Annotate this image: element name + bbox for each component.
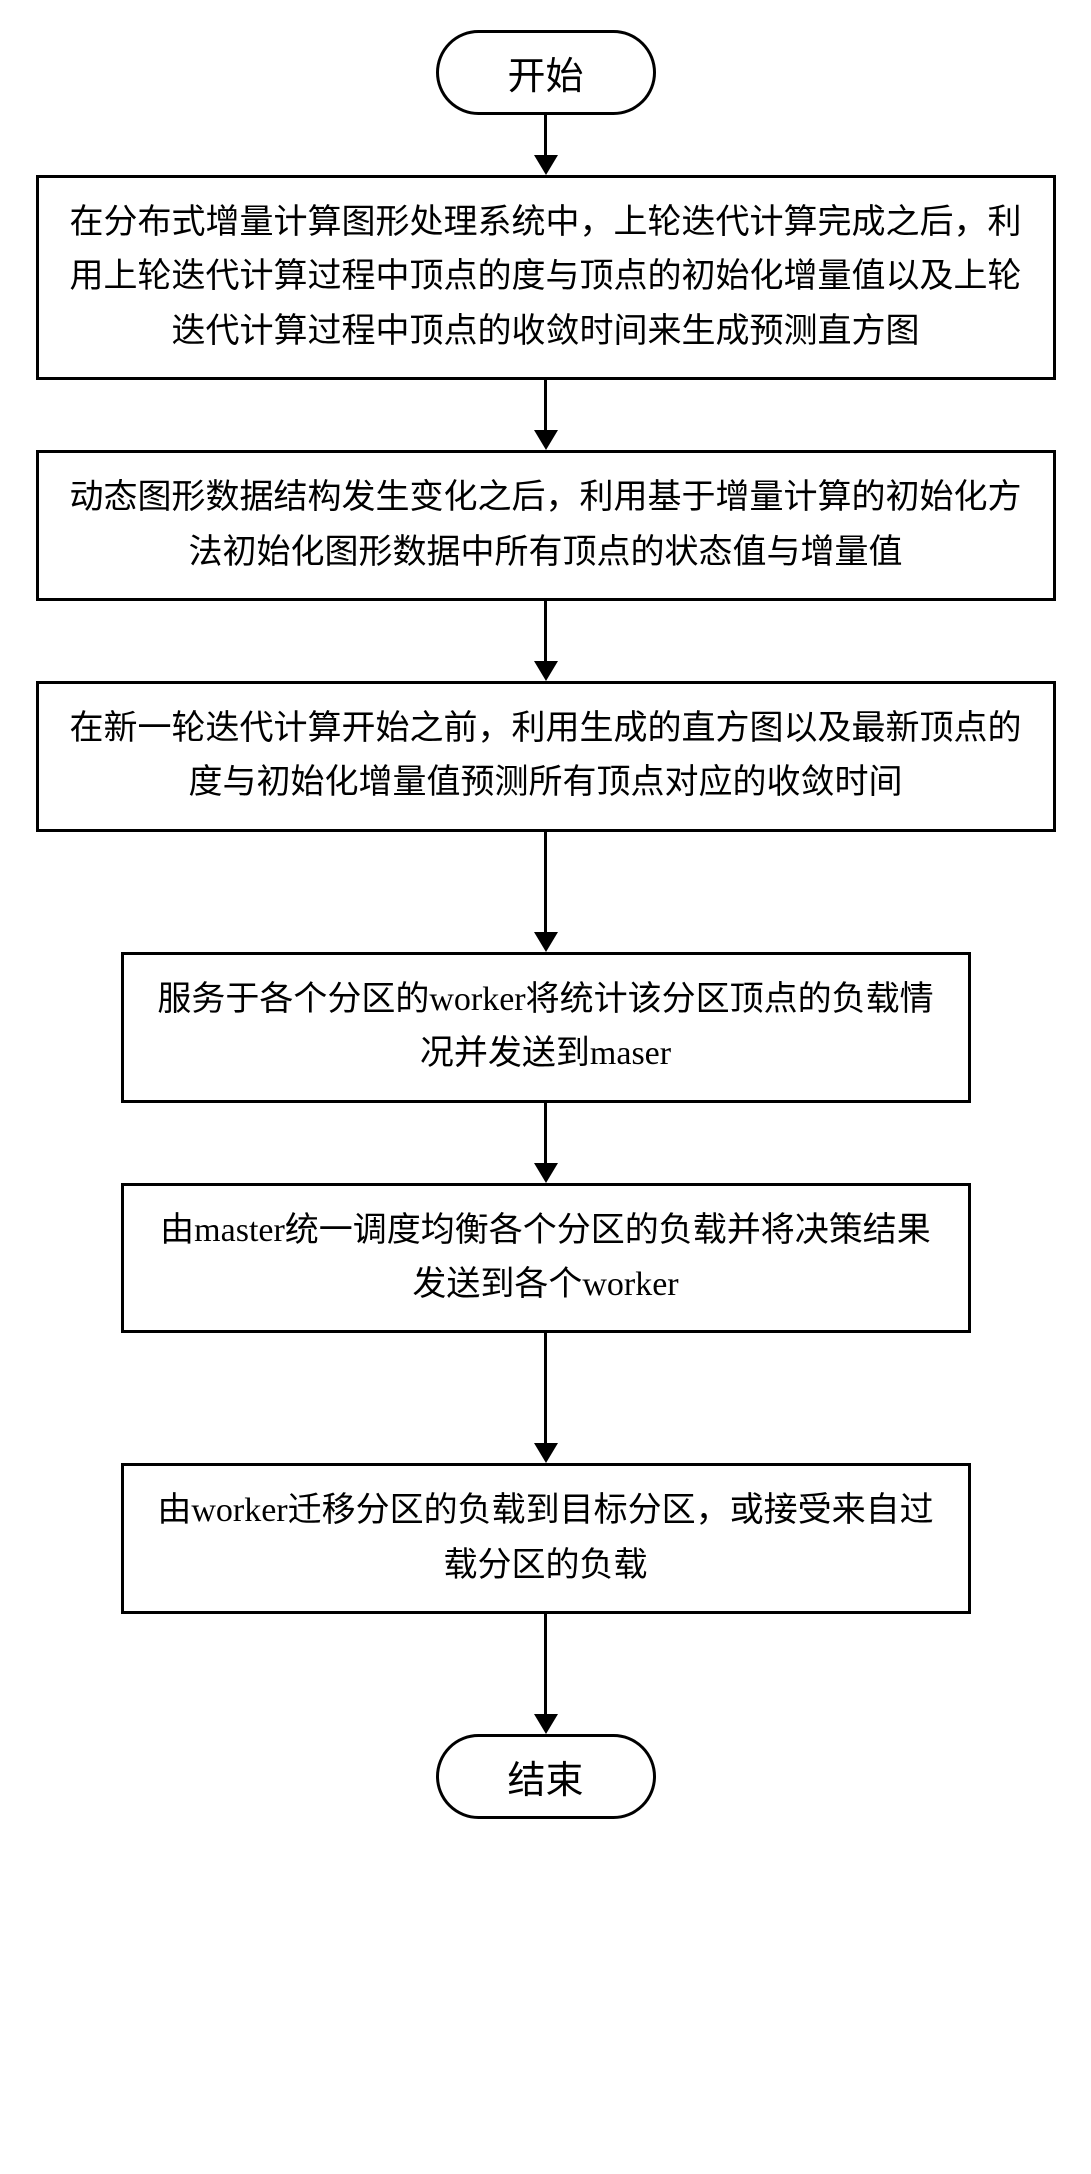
step6-process: 由worker迁移分区的负载到目标分区，或接受来自过载分区的负载 bbox=[121, 1463, 971, 1614]
step1-process: 在分布式增量计算图形处理系统中，上轮迭代计算完成之后，利用上轮迭代计算过程中顶点… bbox=[36, 175, 1056, 380]
arrow-head bbox=[534, 1443, 558, 1463]
arrow-5 bbox=[534, 1103, 558, 1183]
arrow-head bbox=[534, 155, 558, 175]
arrow-3 bbox=[534, 601, 558, 681]
arrow-line bbox=[544, 601, 547, 661]
arrow-head bbox=[534, 430, 558, 450]
arrow-head bbox=[534, 661, 558, 681]
end-terminal: 结束 bbox=[436, 1734, 656, 1819]
arrow-line bbox=[544, 115, 547, 155]
arrow-line bbox=[544, 380, 547, 430]
arrow-2 bbox=[534, 380, 558, 450]
arrow-4 bbox=[534, 832, 558, 952]
start-terminal: 开始 bbox=[436, 30, 656, 115]
arrow-7 bbox=[534, 1614, 558, 1734]
arrow-head bbox=[534, 1163, 558, 1183]
step5-process: 由master统一调度均衡各个分区的负载并将决策结果发送到各个worker bbox=[121, 1183, 971, 1334]
arrow-line bbox=[544, 1614, 547, 1714]
arrow-head bbox=[534, 932, 558, 952]
step4-process: 服务于各个分区的worker将统计该分区顶点的负载情况并发送到maser bbox=[121, 952, 971, 1103]
arrow-line bbox=[544, 1333, 547, 1443]
arrow-1 bbox=[534, 115, 558, 175]
arrow-line bbox=[544, 832, 547, 932]
step2-process: 动态图形数据结构发生变化之后，利用基于增量计算的初始化方法初始化图形数据中所有顶… bbox=[36, 450, 1056, 601]
flowchart-container: 开始 在分布式增量计算图形处理系统中，上轮迭代计算完成之后，利用上轮迭代计算过程… bbox=[30, 30, 1061, 1819]
step3-process: 在新一轮迭代计算开始之前，利用生成的直方图以及最新顶点的度与初始化增量值预测所有… bbox=[36, 681, 1056, 832]
arrow-6 bbox=[534, 1333, 558, 1463]
arrow-line bbox=[544, 1103, 547, 1163]
arrow-head bbox=[534, 1714, 558, 1734]
